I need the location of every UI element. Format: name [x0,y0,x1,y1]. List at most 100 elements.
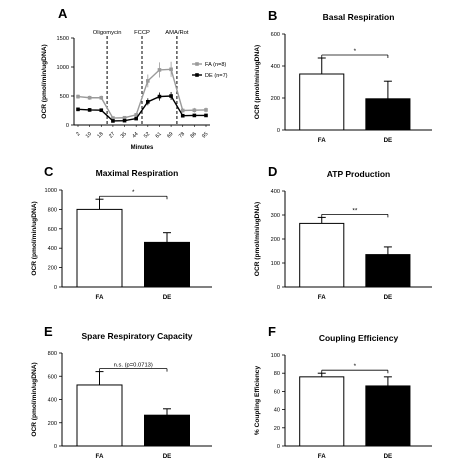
y-tick-label: 600 [271,32,280,38]
panel-title: Maximal Respiration [96,168,179,178]
x-tick-label: 86 [189,131,197,139]
panel-letter-D: D [268,164,277,179]
y-tick-label: 100 [271,261,280,267]
data-point-0 [87,95,92,100]
data-point-1 [192,113,197,118]
data-point-0 [180,108,185,113]
x-tick-label: 35 [120,131,128,139]
panel-E: E Spare Respiratory Capacity 0 200 400 600 800… [31,324,212,460]
data-point-0 [111,116,115,120]
y-tick-label: 200 [271,237,280,243]
y-tick-label: 0 [277,128,280,134]
bar-FA [76,384,123,447]
y-tick-label: 400 [48,246,57,252]
panel-D: D ATP Production 0 100 200 300 400 OCR (pmol/mi… [254,164,432,301]
data-point-0 [76,94,80,99]
bar-DE [365,98,411,131]
bar-DE [144,241,190,288]
y-axis-label: OCR (pmol/min/ugDNA) [31,362,38,436]
data-point-1 [111,119,115,123]
data-point-1 [134,116,138,121]
x-tick-label: 52 [143,131,151,139]
data-point-0 [192,108,197,113]
injection-label: AMA/Rot [165,30,189,36]
bar-FA [299,376,345,447]
data-point-1 [99,108,104,113]
panel-letter-F: F [268,324,276,339]
y-tick-label: 200 [48,266,57,272]
x-tick-label: FA [318,137,326,144]
data-point-1 [122,118,127,123]
y-tick-label: 600 [48,227,57,233]
y-tick-label: 400 [271,64,280,70]
y-tick-label: 1000 [45,188,57,194]
x-tick-label: 10 [85,131,93,139]
y-tick-label: 0 [54,444,57,450]
bar-DE [365,385,411,447]
bar-FA [299,222,345,288]
series-line-1 [77,95,206,122]
data-point-1 [146,100,150,104]
x-tick-label: DE [163,294,172,301]
legend-marker [195,73,199,77]
series-line-0 [77,68,207,119]
y-axis-label: OCR (pmol/min/ugDNA) [31,201,38,275]
panel-title: Coupling Efficiency [319,333,399,343]
x-tick-label: 95 [201,131,209,139]
panel-F: F Coupling Efficiency 0 20 40 60 80 100 % Coupli… [254,324,432,460]
y-axis-label: OCR (pmol/min/ugDNA) [254,45,261,119]
injection-label: FCCP [134,30,150,36]
significance-label: * [354,48,357,55]
significance-label: n.s. (p=0.0713) [114,363,153,369]
injection-label: Oligomycin [93,30,122,36]
y-tick-label: 1000 [57,65,69,71]
panel-C: C Maximal Respiration 0 200 400 600 800 1000 OCR… [31,164,212,301]
panel-title: Spare Respiratory Capacity [81,331,192,341]
data-point-0 [157,68,162,72]
x-tick-label: 44 [131,131,139,139]
panel-title: ATP Production [327,169,390,179]
y-tick-label: 400 [48,398,57,404]
y-tick-label: 600 [48,374,57,380]
panel-letter-B: B [268,8,277,23]
x-tick-label: FA [96,453,104,460]
data-point-1 [180,113,185,118]
data-point-1 [169,94,173,98]
x-tick-label: 69 [166,131,174,139]
y-tick-label: 40 [274,408,280,414]
significance-label: * [354,363,357,370]
x-tick-label: 18 [96,131,104,139]
data-point-1 [204,113,208,118]
y-tick-label: 0 [66,123,69,129]
x-tick-label: 78 [178,131,186,139]
y-tick-label: 0 [277,285,280,291]
x-tick-label: DE [384,137,393,144]
data-point-1 [157,94,162,99]
legend-marker [195,62,199,66]
y-axis-label: OCR (pmol/min/ugDNA) [254,202,261,276]
y-tick-label: 200 [271,96,280,102]
data-point-1 [76,107,80,112]
x-tick-label: 27 [108,131,116,139]
x-tick-label: FA [318,294,326,301]
legend-label: FA (n=8) [205,62,226,68]
x-tick-label: DE [163,453,172,460]
y-tick-label: 800 [48,207,57,213]
x-tick-label: FA [96,294,104,301]
x-tick-label: 61 [155,131,163,139]
data-point-0 [134,113,138,117]
data-point-1 [87,108,92,112]
legend-label: DE (n=7) [205,73,228,79]
data-point-0 [122,115,127,120]
panel-letter-A: A [58,6,68,21]
x-tick-label: 2 [75,131,81,137]
x-tick-label: FA [318,453,326,460]
y-tick-label: 400 [271,189,280,195]
data-point-0 [99,95,104,100]
x-tick-label: DE [384,294,393,301]
y-tick-label: 60 [274,389,280,395]
y-tick-label: 500 [60,94,69,100]
x-tick-label: DE [384,453,393,460]
bar-DE [144,414,190,447]
y-tick-label: 0 [54,285,57,291]
